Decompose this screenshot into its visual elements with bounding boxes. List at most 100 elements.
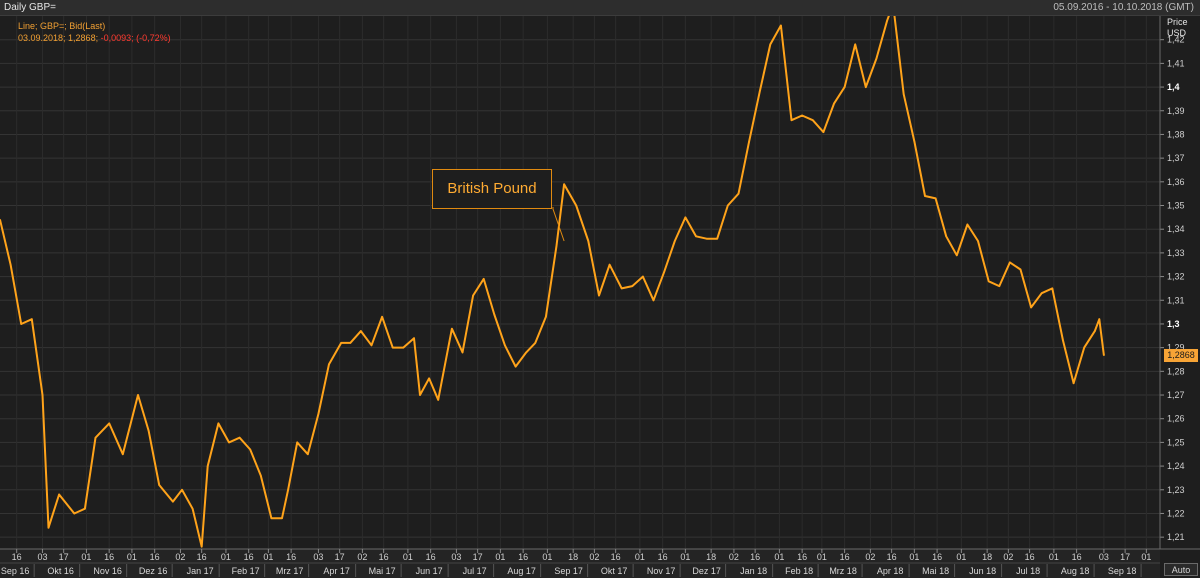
x-day-tick-label: 01: [495, 552, 505, 562]
data-point: [780, 24, 782, 27]
data-point: [402, 346, 405, 349]
x-day-tick-label: 16: [426, 552, 436, 562]
x-day-tick-label: 02: [589, 552, 599, 562]
y-tick-label: 1,42: [1167, 35, 1185, 45]
data-point: [287, 489, 289, 491]
x-month-tick-label: Sep 17: [554, 566, 583, 576]
x-day-tick-label: 01: [1049, 552, 1059, 562]
x-day-tick-label: 16: [932, 552, 942, 562]
legend-series: Line; GBP=; Bid(Last): [18, 21, 106, 31]
data-point: [977, 240, 979, 242]
y-tick-label: 1,36: [1167, 177, 1185, 187]
data-point: [545, 316, 547, 318]
y-tick-label: 1,38: [1167, 129, 1185, 139]
legend-last-values: 03.09.2018; 1,2868; -0,0093; (-0,72%): [18, 32, 171, 44]
x-day-tick-label: 02: [175, 552, 185, 562]
x-month-tick-label: Apr 17: [323, 566, 350, 576]
x-month-tick-label: Jun 17: [416, 566, 443, 576]
y-tick-label: 1,3: [1167, 319, 1180, 329]
data-point: [663, 271, 665, 273]
y-tick-label: 1,35: [1167, 201, 1185, 211]
data-point: [833, 102, 835, 105]
y-tick-label: 1,25: [1167, 437, 1185, 447]
data-point: [843, 86, 846, 88]
data-point: [716, 237, 718, 240]
data-point: [191, 507, 194, 510]
data-point: [349, 342, 352, 344]
x-day-tick-label: 01: [909, 552, 919, 562]
data-point: [249, 448, 251, 451]
data-point: [0, 218, 1, 221]
data-point: [695, 235, 697, 238]
data-point: [1009, 261, 1011, 264]
x-day-tick-label: 16: [518, 552, 528, 562]
data-point: [122, 453, 124, 456]
price-chart[interactable]: 1,211,221,231,241,251,261,271,281,291,31…: [0, 16, 1200, 578]
data-point: [428, 377, 430, 380]
data-point: [1094, 330, 1096, 332]
data-point: [181, 489, 183, 491]
data-point: [472, 294, 474, 297]
x-day-tick-label: 03: [451, 552, 461, 562]
data-point: [705, 237, 708, 240]
x-day-tick-label: 03: [1099, 552, 1109, 562]
x-day-tick-label: 16: [1072, 552, 1082, 562]
data-point: [652, 299, 655, 302]
data-point: [94, 436, 97, 439]
x-day-tick-label: 02: [729, 552, 739, 562]
data-point: [934, 197, 937, 200]
data-point: [307, 453, 309, 456]
annotation-box[interactable]: British Pound: [432, 169, 552, 209]
data-point: [608, 263, 611, 266]
data-point: [381, 316, 383, 318]
auto-scale-button[interactable]: Auto: [1164, 563, 1198, 576]
data-point: [172, 500, 174, 503]
data-point: [137, 394, 139, 396]
x-day-tick-label: 17: [473, 552, 483, 562]
x-month-tick-label: Nov 16: [93, 566, 122, 576]
data-point: [801, 114, 803, 117]
data-point: [419, 394, 421, 396]
y-tick-label: 1,21: [1167, 532, 1185, 542]
y-tick-label: 1,37: [1167, 153, 1185, 163]
data-point: [73, 512, 76, 515]
x-day-tick-label: 17: [335, 552, 345, 562]
x-month-tick-label: Feb 18: [785, 566, 813, 576]
data-point: [1040, 292, 1043, 295]
data-point: [270, 517, 273, 519]
data-point: [790, 119, 793, 121]
data-point: [41, 394, 44, 396]
y-tick-label: 1,27: [1167, 390, 1185, 400]
x-day-tick-label: 01: [542, 552, 552, 562]
data-point: [575, 204, 577, 207]
data-point: [360, 330, 362, 332]
data-point: [31, 318, 33, 321]
data-point: [737, 192, 740, 195]
x-month-tick-label: Sep 18: [1108, 566, 1137, 576]
data-point: [812, 119, 814, 121]
y-tick-label: 1,28: [1167, 366, 1185, 376]
x-day-tick-label: 01: [221, 552, 231, 562]
y-tick-label: 1,23: [1167, 485, 1185, 495]
data-point: [296, 441, 299, 444]
data-point: [317, 413, 320, 415]
x-month-tick-label: Mai 17: [369, 566, 396, 576]
legend-last-point: 03.09.2018; 1,2868;: [18, 33, 101, 43]
y-tick-label: 1,31: [1167, 295, 1185, 305]
data-point: [482, 278, 485, 280]
x-day-tick-label: 01: [1141, 552, 1151, 562]
x-day-tick-label: 17: [1120, 552, 1130, 562]
x-day-tick-label: 01: [817, 552, 827, 562]
data-point: [1072, 382, 1075, 385]
price-axis-header: Price USD: [1167, 17, 1188, 39]
data-point: [1103, 354, 1105, 357]
data-point: [281, 517, 283, 519]
x-day-tick-label: 01: [635, 552, 645, 562]
data-point: [461, 351, 464, 354]
chart-titlebar: Daily GBP= 05.09.2016 - 10.10.2018 (GMT): [0, 0, 1200, 16]
x-month-tick-label: Jan 17: [187, 566, 214, 576]
x-day-tick-label: 16: [797, 552, 807, 562]
y-tick-label: 1,34: [1167, 224, 1185, 234]
x-month-tick-label: Sep 16: [1, 566, 30, 576]
y-tick-label: 1,24: [1167, 461, 1185, 471]
